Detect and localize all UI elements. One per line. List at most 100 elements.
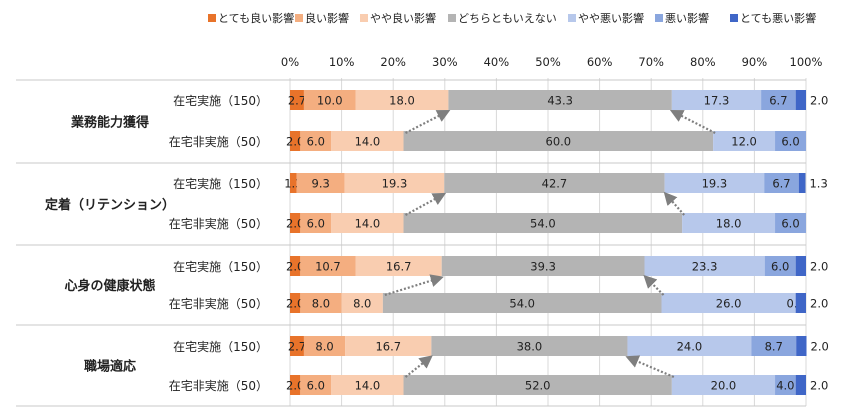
- data-label: 9.3: [312, 177, 330, 191]
- data-label: 2.0: [810, 297, 828, 311]
- legend-label: とても良い影響: [218, 11, 294, 25]
- bar-segment: [775, 375, 796, 395]
- bar-segment: [664, 173, 765, 193]
- x-tick-label: 30%: [432, 55, 458, 69]
- row-label: 在宅非実施（50）: [169, 134, 268, 149]
- data-label: 10.7: [315, 260, 341, 274]
- bar-segment: [671, 375, 776, 395]
- data-label: 8.7: [765, 340, 783, 354]
- bar-segment: [290, 336, 304, 356]
- data-label: 26.0: [716, 297, 742, 311]
- bar-segment: [300, 131, 332, 151]
- group-label: 心身の健康状態: [64, 278, 155, 294]
- gridlines: [289, 78, 807, 406]
- bar-segment: [290, 131, 301, 151]
- bar-segment: [713, 131, 776, 151]
- data-label: 6.7: [769, 94, 787, 108]
- bar-segment: [331, 375, 404, 395]
- legend: とても良い影響 良い影響 やや良い影響 どちらともいえない やや悪い影響 悪い影響 とても悪…: [208, 11, 816, 25]
- bar-segment: [798, 173, 806, 193]
- bar-segment: [300, 256, 356, 276]
- data-label: 6.0: [307, 217, 325, 231]
- data-label: 2.7: [288, 94, 306, 108]
- comparison-arrows: [384, 109, 716, 379]
- data-label: 10.0: [317, 94, 343, 108]
- x-tick-label: 10%: [329, 55, 355, 69]
- x-tick-label: 60%: [587, 55, 613, 69]
- data-label: 42.7: [542, 177, 568, 191]
- row-label: 在宅非実施（50）: [169, 216, 268, 231]
- bar-segment: [290, 90, 304, 110]
- data-label: 18.0: [389, 94, 415, 108]
- data-label: 6.0: [307, 379, 325, 393]
- x-axis-ticks: 0% 10% 20% 30% 40% 50% 60% 70% 80% 90% 100%: [281, 55, 823, 69]
- comparison-arrow: [405, 109, 451, 134]
- data-label: 4.0: [776, 379, 794, 393]
- bar-segment: [290, 375, 301, 395]
- bar-segment: [682, 213, 776, 233]
- comparison-arrow: [404, 192, 447, 216]
- data-label: 6.7: [772, 177, 790, 191]
- bar-segment: [303, 336, 346, 356]
- comparison-arrow: [663, 191, 685, 216]
- legend-swatch: [730, 14, 738, 22]
- data-label: 2.0: [286, 217, 304, 231]
- data-label: 16.7: [375, 340, 401, 354]
- bar-segment: [290, 173, 297, 193]
- category-frame: [16, 79, 806, 407]
- data-label: 2.0: [286, 260, 304, 274]
- legend-label: とても悪い影響: [740, 11, 816, 25]
- bar-segment: [795, 256, 806, 276]
- data-label: 8.0: [353, 297, 371, 311]
- legend-swatch: [360, 14, 368, 22]
- row-label: 在宅実施（150）: [173, 259, 268, 274]
- legend-label: 悪い影響: [665, 11, 709, 25]
- legend-label: やや良い影響: [370, 11, 436, 25]
- bar-segment: [331, 213, 404, 233]
- data-label: 39.3: [530, 260, 556, 274]
- group-label: 定着（リテンション）: [44, 197, 175, 213]
- data-label: 54.0: [509, 297, 535, 311]
- bar-segment: [341, 293, 383, 313]
- comparison-arrow: [384, 274, 444, 297]
- data-label: 12.0: [731, 135, 757, 149]
- data-label: 52.0: [525, 379, 551, 393]
- bar-segment: [300, 375, 332, 395]
- data-label: 2.0: [811, 340, 829, 354]
- data-label: 54.0: [530, 217, 556, 231]
- data-label: 2.0: [810, 94, 828, 108]
- row-label: 在宅実施（150）: [173, 339, 268, 354]
- data-label: 43.3: [547, 94, 573, 108]
- legend-swatch: [295, 14, 303, 22]
- x-tick-label: 50%: [535, 55, 561, 69]
- data-label: 14.0: [355, 217, 381, 231]
- bar-segment: [761, 90, 796, 110]
- group-label: 職場適応: [84, 359, 136, 375]
- bar-segment: [764, 256, 796, 276]
- data-label: 2.0: [286, 379, 304, 393]
- x-tick-label: 0%: [281, 55, 299, 69]
- data-label: 6.0: [781, 135, 799, 149]
- bar-segment: [290, 213, 301, 233]
- bar-segment: [355, 90, 449, 110]
- row-label: 在宅非実施（50）: [169, 378, 268, 393]
- bar-segment: [303, 90, 356, 110]
- bar-segment: [300, 213, 332, 233]
- legend-item: やや悪い影響: [568, 11, 644, 25]
- x-tick-label: 100%: [790, 55, 823, 69]
- row-label: 在宅実施（150）: [173, 176, 268, 191]
- data-label: 38.0: [517, 340, 543, 354]
- comparison-arrow: [643, 274, 665, 296]
- data-label: 2.0: [286, 297, 304, 311]
- data-label: 60.0: [546, 135, 572, 149]
- data-label: 2.0: [810, 260, 828, 274]
- data-label: 20.0: [711, 379, 737, 393]
- data-label: 24.0: [677, 340, 703, 354]
- data-label: 19.3: [702, 177, 728, 191]
- bar-segment: [448, 90, 672, 110]
- bar-segment: [795, 90, 806, 110]
- bar-segment: [300, 293, 342, 313]
- row-label: 在宅実施（150）: [173, 93, 268, 108]
